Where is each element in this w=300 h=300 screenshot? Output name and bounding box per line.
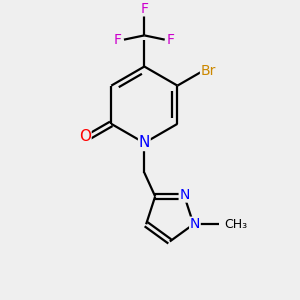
Text: O: O [79, 129, 91, 144]
Text: F: F [114, 33, 122, 46]
Text: F: F [167, 33, 175, 46]
Text: N: N [190, 217, 200, 231]
Text: CH₃: CH₃ [224, 218, 247, 231]
Text: N: N [179, 188, 190, 202]
Text: Br: Br [201, 64, 216, 78]
Text: F: F [140, 2, 148, 16]
Text: N: N [139, 136, 150, 151]
